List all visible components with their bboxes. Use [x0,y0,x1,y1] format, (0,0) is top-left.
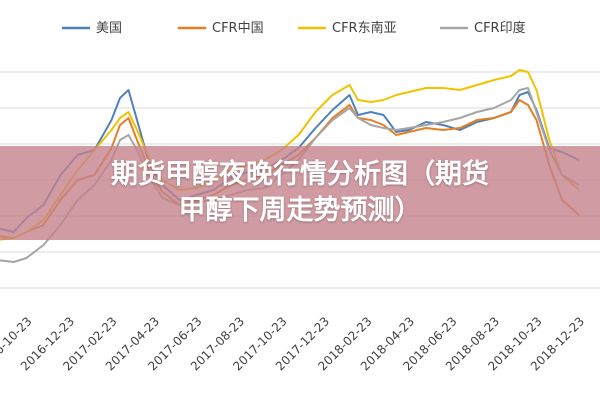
legend-label: CFR东南亚 [332,20,397,36]
legend-label: 美国 [96,21,122,36]
title-banner: 期货甲醇夜晚行情分析图（期货 甲醇下周走势预测） [0,146,600,240]
legend-item-2: CFR中国 [178,21,264,36]
banner-title-line-2: 甲醇下周走势预测） [178,195,422,226]
legend-item-3: CFR东南亚 [298,20,397,36]
legend-label: CFR印度 [474,20,526,36]
legend-item-1: 美国 [62,21,122,36]
banner-title-line-1: 期货甲醇夜晚行情分析图（期货 [111,159,489,190]
legend-label: CFR中国 [212,21,264,36]
legend-item-4: CFR印度 [440,20,526,36]
legend: 美国 CFR中国 CFR东南亚 CFR印度 [62,20,526,36]
